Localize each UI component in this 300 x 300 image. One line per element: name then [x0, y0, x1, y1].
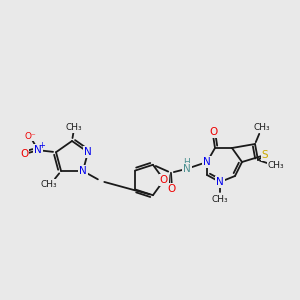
- Text: N: N: [34, 145, 42, 155]
- Text: O: O: [209, 127, 217, 137]
- Text: N: N: [216, 177, 224, 187]
- Text: O: O: [168, 184, 176, 194]
- Text: O⁻: O⁻: [24, 132, 36, 141]
- Text: S: S: [262, 150, 268, 160]
- Text: +: +: [39, 141, 46, 150]
- Text: N: N: [183, 164, 191, 174]
- Text: O: O: [20, 149, 28, 159]
- Text: CH₃: CH₃: [212, 194, 228, 203]
- Text: CH₃: CH₃: [268, 160, 284, 169]
- Text: CH₃: CH₃: [66, 124, 82, 133]
- Text: H: H: [184, 158, 190, 167]
- Text: N: N: [79, 166, 87, 176]
- Text: N: N: [84, 147, 92, 157]
- Text: CH₃: CH₃: [41, 179, 57, 188]
- Text: O: O: [160, 175, 168, 185]
- Text: CH₃: CH₃: [254, 124, 270, 133]
- Text: N: N: [203, 157, 211, 167]
